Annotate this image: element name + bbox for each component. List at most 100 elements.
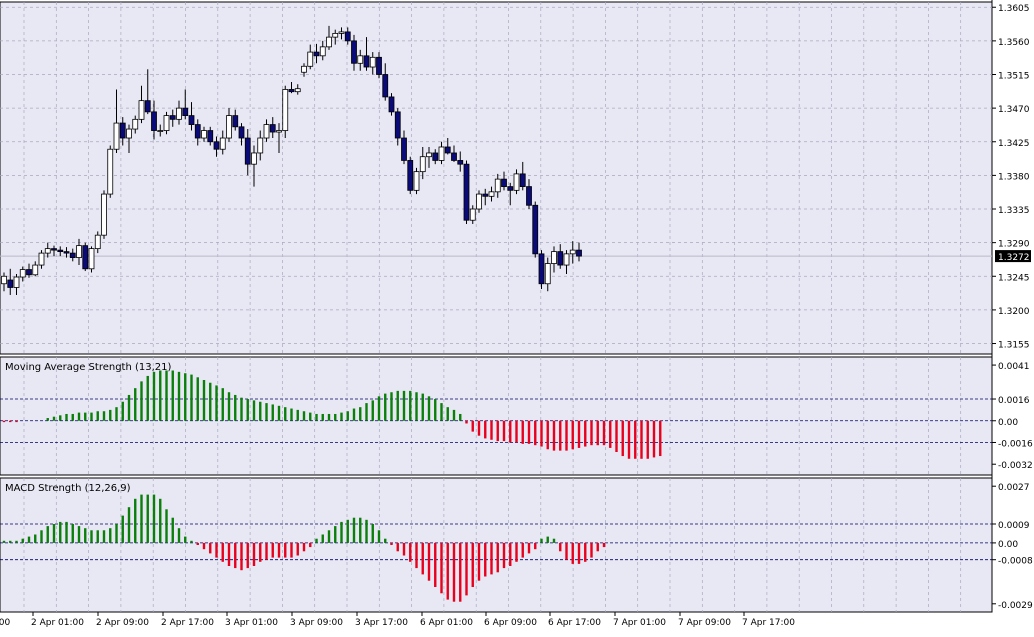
bullish-candle: [413, 171, 420, 191]
bearish-candle: [344, 31, 351, 42]
bullish-candle: [132, 118, 139, 130]
bullish-candle: [338, 31, 345, 34]
bullish-candle: [326, 36, 332, 48]
time-tick-label: 6 Apr 09:00: [484, 618, 537, 628]
bullish-candle: [107, 148, 114, 195]
bullish-candle: [101, 193, 107, 236]
bullish-candle: [32, 264, 39, 276]
bearish-candle: [457, 160, 464, 165]
bearish-candle: [151, 111, 157, 131]
time-tick-label: 2 Apr 17:00: [161, 618, 214, 628]
bullish-candle: [513, 173, 520, 191]
ma-strength-tick-label: 0.0041: [998, 362, 1030, 372]
bullish-candle: [113, 122, 120, 150]
time-tick-label: 2 Apr 01:00: [31, 618, 84, 628]
bullish-candle: [426, 152, 432, 158]
macd-strength-tick-label: -0.0008: [998, 557, 1033, 567]
bearish-candle: [57, 249, 64, 253]
bullish-candle: [126, 128, 132, 139]
bullish-candle: [88, 248, 95, 270]
bearish-candle: [194, 124, 201, 139]
price-tick-label: 1.3335: [998, 206, 1030, 216]
bearish-candle: [207, 130, 214, 143]
bearish-candle: [463, 163, 470, 221]
bearish-candle: [144, 100, 151, 113]
time-tick-label: 7 Apr 09:00: [678, 618, 731, 628]
bearish-candle: [507, 186, 514, 191]
time-tick-label: 7:00: [0, 618, 10, 628]
bullish-candle: [76, 245, 82, 258]
bearish-candle: [69, 252, 76, 258]
price-tick-label: 1.3470: [998, 105, 1030, 115]
bearish-candle: [313, 51, 320, 57]
ma-strength-tick-label: -0.0032: [998, 461, 1033, 471]
bearish-candle: [482, 193, 489, 197]
bearish-candle: [7, 279, 14, 288]
bullish-candle: [569, 249, 576, 255]
bearish-candle: [538, 253, 545, 285]
bearish-candle: [269, 124, 276, 133]
bullish-candle: [438, 146, 445, 161]
bearish-candle: [576, 249, 582, 257]
bearish-candle: [388, 96, 395, 113]
bearish-candle: [244, 137, 251, 165]
bullish-candle: [257, 137, 264, 154]
panel-price[interactable]: [0, 1, 993, 355]
bearish-candle: [188, 115, 195, 125]
price-tick-label: 1.3425: [998, 139, 1030, 149]
bullish-candle: [201, 130, 207, 139]
price-tick-label: 1.3560: [998, 38, 1030, 48]
bearish-candle: [169, 115, 176, 120]
time-tick-label: 6 Apr 01:00: [420, 618, 473, 628]
bullish-candle: [138, 100, 145, 120]
panel-macd[interactable]: [0, 477, 993, 613]
bearish-candle: [363, 55, 370, 68]
bullish-candle: [369, 56, 376, 68]
bullish-candle: [301, 65, 307, 73]
bearish-candle: [213, 141, 220, 150]
bearish-candle: [557, 251, 564, 266]
bullish-candle: [494, 178, 501, 193]
bearish-candle: [432, 152, 439, 161]
bearish-candle: [119, 122, 126, 139]
time-tick-label: 3 Apr 17:00: [355, 618, 408, 628]
ma-strength-tick-label: -0.0016: [998, 439, 1033, 449]
macd-strength-tick-label: -0.0029: [998, 601, 1033, 611]
bearish-candle: [51, 248, 57, 251]
ma-strength-tick-label: 0.0016: [998, 396, 1030, 406]
bearish-candle: [526, 186, 532, 206]
price-tick-label: 1.3380: [998, 172, 1030, 182]
bullish-candle: [332, 32, 339, 38]
bullish-candle: [176, 107, 182, 120]
bullish-candle: [13, 276, 20, 288]
bullish-candle: [294, 88, 301, 93]
bullish-candle: [19, 269, 26, 278]
bullish-candle: [282, 89, 289, 131]
time-tick-label: 2 Apr 09:00: [96, 618, 149, 628]
bullish-candle: [38, 252, 45, 266]
bearish-candle: [444, 146, 451, 154]
bearish-candle: [382, 74, 389, 98]
bearish-candle: [407, 160, 414, 191]
bullish-candle: [219, 137, 226, 150]
time-tick-label: 3 Apr 01:00: [225, 618, 278, 628]
macd-strength-tick-label: 0.0009: [998, 521, 1030, 531]
bullish-candle: [319, 46, 326, 57]
bearish-candle: [182, 107, 189, 117]
bearish-candle: [401, 137, 407, 161]
price-tick-label: 1.3290: [998, 240, 1030, 250]
current-price-badge: [995, 250, 1031, 263]
bearish-candle: [232, 115, 239, 128]
bearish-candle: [519, 173, 526, 187]
bullish-candle: [94, 234, 101, 250]
bearish-candle: [451, 152, 457, 161]
current-price-label: 1.3272: [998, 253, 1030, 263]
bearish-candle: [532, 204, 539, 255]
bullish-candle: [476, 193, 482, 210]
bearish-candle: [63, 251, 70, 254]
bullish-candle: [251, 152, 257, 165]
bullish-candle: [419, 156, 426, 173]
price-tick-label: 1.3155: [998, 341, 1030, 351]
